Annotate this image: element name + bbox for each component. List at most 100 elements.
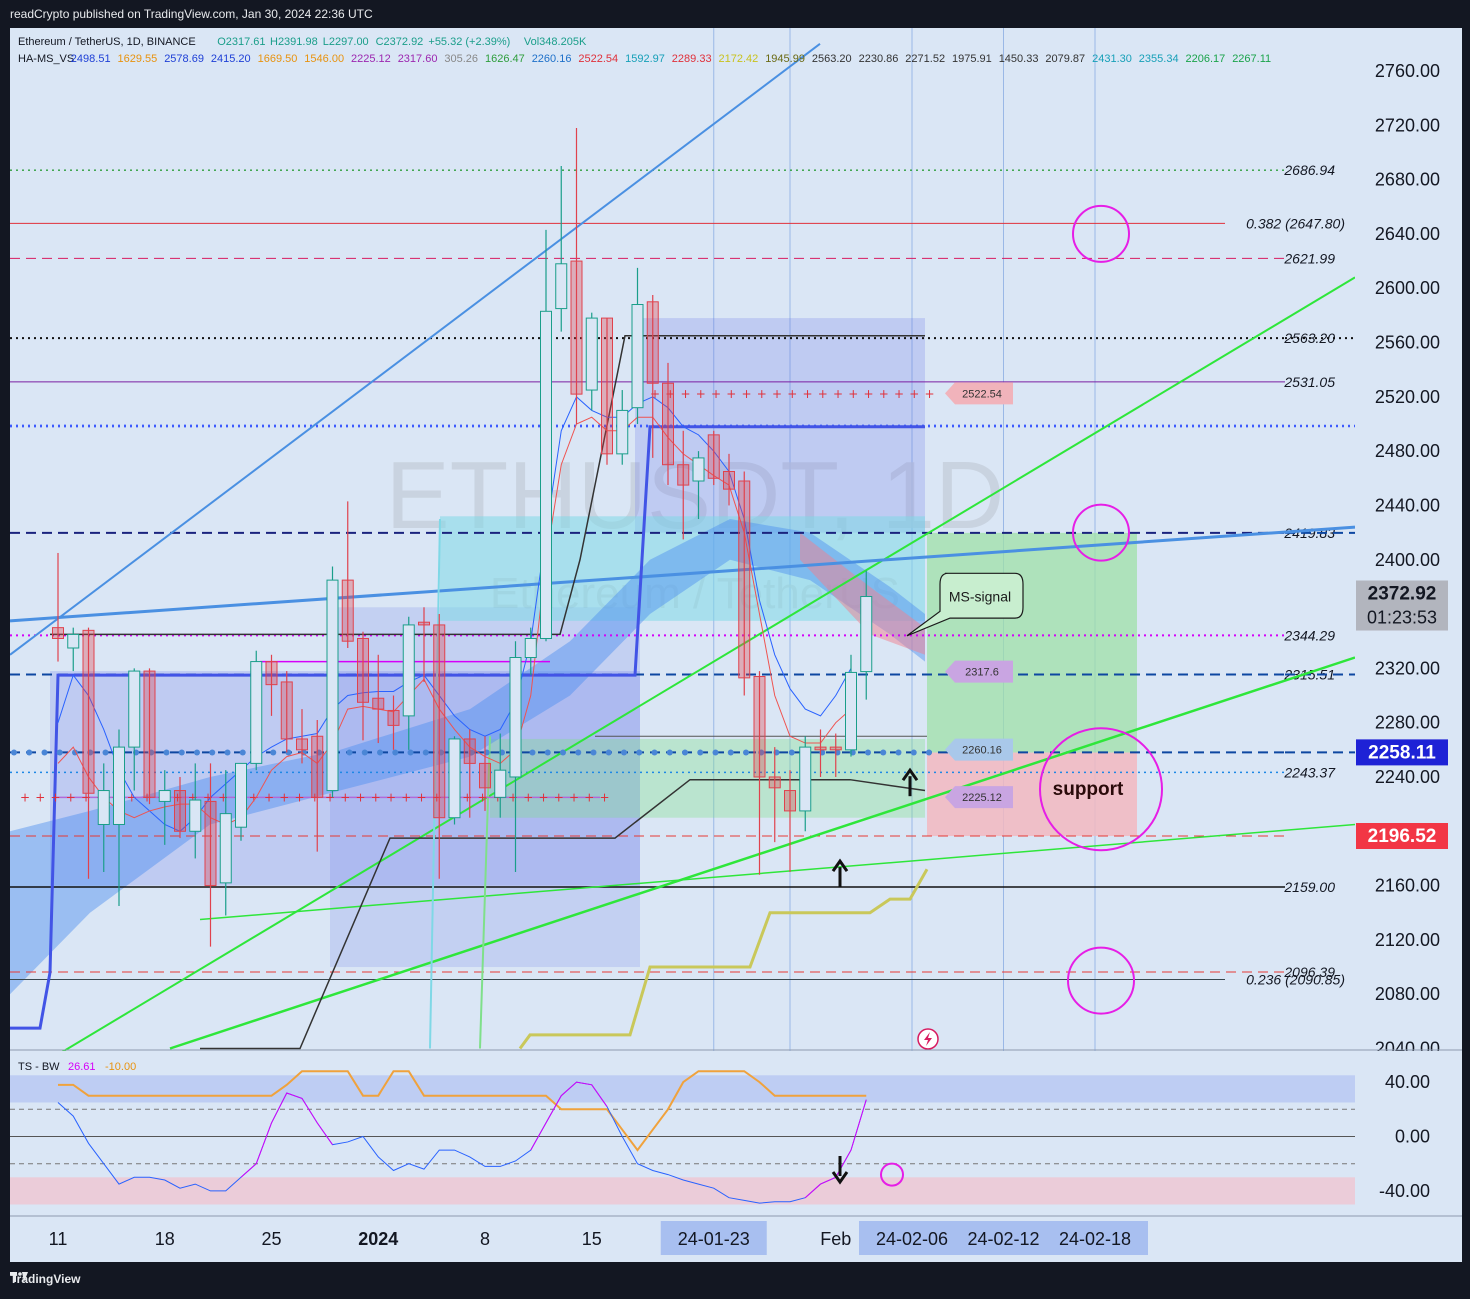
candle[interactable] — [265, 654, 278, 716]
ms-signal-callout[interactable]: MS-signal — [906, 572, 1024, 637]
indicator-tag: 2260.16 — [945, 738, 1013, 761]
indicator-dot-blue — [407, 749, 414, 756]
indicator-dot-blue — [194, 749, 200, 756]
candle[interactable] — [341, 501, 354, 648]
candle[interactable] — [158, 770, 171, 845]
candle[interactable] — [601, 317, 613, 465]
candle-body — [494, 769, 507, 798]
candle[interactable] — [219, 770, 232, 916]
candle[interactable] — [829, 733, 842, 777]
price-chart[interactable]: ETHUSDT, 1DEthereum / TetherUS2686.940.3… — [10, 28, 1462, 1262]
candle[interactable] — [113, 729, 125, 906]
candle[interactable] — [707, 430, 720, 486]
candle[interactable] — [52, 552, 64, 662]
candle[interactable] — [723, 453, 735, 506]
indicator-tag-text: 2260.16 — [962, 745, 1002, 757]
candle[interactable] — [585, 312, 598, 411]
candle-body — [601, 317, 613, 455]
candle[interactable] — [540, 229, 552, 642]
candle[interactable] — [280, 671, 293, 753]
legend-indicator-value: 2260.16 — [532, 53, 572, 65]
price-tag[interactable]: 2372.92 01:23:53 — [1356, 580, 1448, 631]
candle[interactable] — [753, 671, 766, 875]
indicator-dot-blue — [209, 749, 216, 756]
candle[interactable] — [692, 451, 705, 520]
price-axis-tick: 2480.00 — [1375, 441, 1440, 461]
candle[interactable] — [235, 762, 247, 841]
step-line-blue — [10, 425, 925, 1030]
candle-body — [829, 746, 842, 751]
legend-symbol: Ethereum / TetherUS, 1D, BINANCE — [18, 36, 196, 48]
candle[interactable] — [799, 736, 812, 832]
candle[interactable] — [616, 390, 629, 465]
candle[interactable] — [311, 719, 324, 852]
candle[interactable] — [570, 128, 583, 424]
candle[interactable] — [814, 729, 827, 777]
candle[interactable] — [387, 695, 400, 750]
indicator-plus-red: + — [879, 387, 889, 401]
time-axis-label: 24-01-23 — [678, 1229, 750, 1249]
candle[interactable] — [433, 614, 446, 879]
indicator-tags: 2522.54 2317.6 2260.16 2225.12 — [945, 382, 1013, 809]
candle[interactable] — [189, 763, 202, 859]
price-axis-tick: 2400.00 — [1375, 550, 1440, 570]
support-label: support — [1053, 779, 1124, 800]
candle[interactable] — [677, 430, 690, 540]
candle[interactable] — [509, 641, 522, 873]
indicator-plus-red: + — [787, 387, 797, 401]
osc-ts-line-bull — [240, 1092, 333, 1178]
candle[interactable] — [463, 729, 476, 818]
candle[interactable] — [479, 736, 491, 811]
trend-lines — [10, 43, 1356, 1085]
candle-body — [143, 670, 156, 798]
candle[interactable] — [67, 627, 80, 672]
candle[interactable] — [128, 668, 141, 791]
indicator-plus-red: + — [264, 790, 274, 804]
candle[interactable] — [738, 471, 751, 696]
candle[interactable] — [296, 709, 308, 764]
candle[interactable] — [250, 650, 263, 771]
indicator-plus-red: + — [20, 790, 30, 804]
candle[interactable] — [860, 570, 873, 700]
candle[interactable] — [784, 770, 796, 873]
indicator-plus-red: + — [417, 790, 427, 804]
price-level-label: 2686.94 — [1283, 162, 1335, 178]
candle[interactable] — [418, 607, 430, 682]
candle-body — [707, 434, 720, 479]
chart-frame[interactable]: ETHUSDT, 1DEthereum / TetherUS2686.940.3… — [10, 28, 1462, 1262]
candle[interactable] — [372, 654, 385, 744]
event-lightning-icon[interactable] — [917, 1028, 939, 1050]
indicator-plus-red: + — [742, 387, 752, 401]
candle[interactable] — [174, 776, 186, 839]
candle[interactable] — [357, 631, 369, 741]
candle[interactable] — [448, 736, 461, 825]
candle[interactable] — [494, 733, 507, 818]
price-axis-tick: 2600.00 — [1375, 278, 1440, 298]
candle[interactable] — [768, 747, 781, 843]
trendline-green — [199, 823, 1356, 921]
candle[interactable] — [402, 616, 415, 750]
legend-indicator-value: 2079.87 — [1045, 53, 1085, 65]
candle[interactable] — [97, 763, 110, 873]
target-circle — [1072, 503, 1130, 562]
candle[interactable] — [143, 668, 156, 805]
candle[interactable] — [845, 654, 857, 757]
indicator-plus-red: + — [523, 790, 533, 804]
candle-body — [113, 746, 125, 825]
candle[interactable] — [204, 763, 217, 947]
price-axis-tick: 2720.00 — [1375, 115, 1440, 135]
candle[interactable] — [662, 362, 674, 486]
price-tag[interactable]: 2196.52 — [1356, 823, 1448, 850]
price-tag[interactable]: 2258.11 — [1356, 739, 1448, 766]
candle[interactable] — [555, 166, 568, 332]
footer-brand[interactable]: TradingView — [10, 1272, 80, 1286]
indicator-tag: 2317.6 — [945, 660, 1013, 683]
candle[interactable] — [524, 627, 537, 676]
candle[interactable] — [82, 627, 95, 879]
indicator-dot-blue — [590, 749, 597, 756]
candle[interactable] — [646, 295, 659, 458]
indicator-tag: 2522.54 — [945, 382, 1013, 405]
legend-open: O2317.61 — [217, 36, 265, 48]
candle[interactable] — [326, 566, 339, 798]
candle[interactable] — [631, 267, 644, 424]
